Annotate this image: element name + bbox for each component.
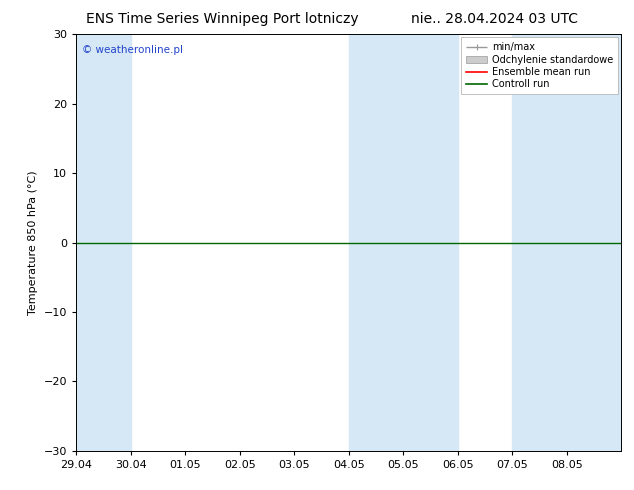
Text: nie.. 28.04.2024 03 UTC: nie.. 28.04.2024 03 UTC — [411, 12, 578, 26]
Bar — [76, 34, 131, 451]
Bar — [512, 34, 621, 451]
Text: © weatheronline.pl: © weatheronline.pl — [82, 45, 183, 55]
Y-axis label: Temperature 850 hPa (°C): Temperature 850 hPa (°C) — [28, 170, 38, 315]
Text: ENS Time Series Winnipeg Port lotniczy: ENS Time Series Winnipeg Port lotniczy — [86, 12, 358, 26]
Bar — [349, 34, 458, 451]
Legend: min/max, Odchylenie standardowe, Ensemble mean run, Controll run: min/max, Odchylenie standardowe, Ensembl… — [461, 37, 618, 94]
